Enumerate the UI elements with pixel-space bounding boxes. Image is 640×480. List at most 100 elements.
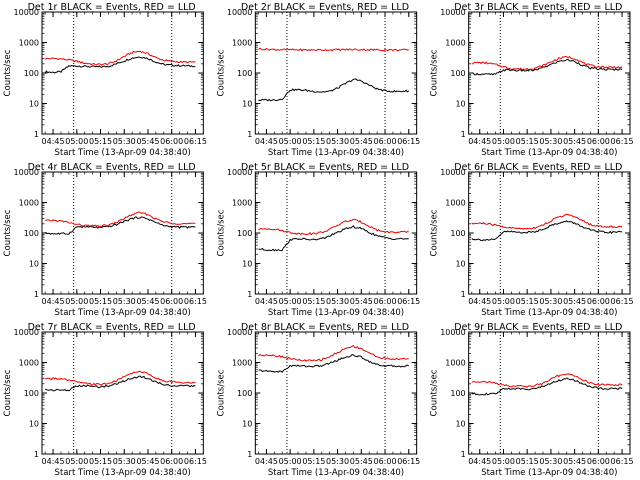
x-tick-label: 06:15 (397, 297, 420, 306)
detector-panel-2: Det 2r BLACK = Events, RED = LLD 1 10 100 10… (216, 2, 420, 158)
x-tick-label: 06:00 (587, 297, 610, 306)
y-tick-label: 10 (242, 100, 252, 109)
y-tick-label: 10 (29, 420, 39, 429)
y-axis-label: Counts/sec (3, 49, 13, 96)
detector-panel-9: Det 9r BLACK = Events, RED = LLD 1 10 100 10… (430, 322, 634, 478)
x-tick-label: 05:00 (65, 457, 88, 466)
x-tick-label: 05:15 (89, 137, 112, 146)
y-tick-label: 1 (34, 290, 39, 299)
series-events-line (44, 216, 196, 235)
x-tick-label: 06:15 (611, 137, 634, 146)
y-tick-label: 10 (242, 420, 252, 429)
series-lld-line (258, 344, 409, 363)
x-tick-label: 05:45 (563, 457, 586, 466)
x-tick-label: 06:00 (160, 137, 183, 146)
y-axis-label: Counts/sec (430, 49, 440, 96)
series-lld-line (258, 47, 409, 52)
y-tick-label: 100 (237, 229, 252, 238)
panel-title: Det 9r BLACK = Events, RED = LLD (454, 322, 622, 333)
x-tick-label: 05:00 (492, 457, 515, 466)
series-events-line (258, 225, 409, 252)
series-events-line (471, 220, 623, 242)
y-tick-label: 10 (455, 100, 465, 109)
series-events-line (44, 375, 196, 392)
x-tick-label: 05:15 (89, 457, 112, 466)
x-tick-label: 06:00 (587, 137, 610, 146)
y-tick-label: 1000 (232, 199, 252, 208)
panel-title: Det 6r BLACK = Events, RED = LLD (454, 162, 622, 173)
detector-panel-6: Det 6r BLACK = Events, RED = LLD 1 10 100 10… (430, 162, 634, 318)
plot-frame (468, 11, 631, 135)
series-lld-line (471, 373, 623, 388)
y-tick-label: 1000 (232, 359, 252, 368)
x-tick-label: 05:00 (279, 297, 302, 306)
x-tick-label: 05:00 (65, 137, 88, 146)
panel-title: Det 5r BLACK = Events, RED = LLD (241, 162, 409, 173)
x-tick-label: 04:45 (468, 137, 491, 146)
x-tick-label: 04:45 (42, 297, 65, 306)
series-lld-line (44, 370, 196, 386)
y-tick-label: 100 (450, 69, 465, 78)
x-tick-label: 05:15 (516, 137, 539, 146)
x-tick-label: 05:30 (539, 137, 562, 146)
x-tick-label: 06:15 (184, 137, 207, 146)
y-tick-label: 1000 (19, 359, 39, 368)
x-tick-label: 05:30 (326, 297, 349, 306)
y-tick-label: 1 (247, 450, 252, 459)
y-tick-label: 10000 (440, 328, 465, 337)
x-tick-label: 06:15 (611, 457, 634, 466)
x-axis-label: Start Time (13-Apr-09 04:38:40) (268, 308, 404, 318)
y-tick-label: 1 (247, 130, 252, 139)
y-tick-label: 100 (24, 69, 39, 78)
x-tick-label: 06:15 (184, 297, 207, 306)
x-tick-label: 05:30 (113, 297, 136, 306)
detector-panel-7: Det 7r BLACK = Events, RED = LLD 1 10 100 10… (3, 322, 207, 478)
x-tick-label: 05:45 (563, 137, 586, 146)
y-tick-label: 100 (237, 389, 252, 398)
x-tick-label: 05:00 (492, 297, 515, 306)
x-tick-label: 04:45 (255, 137, 278, 146)
x-tick-label: 05:15 (516, 457, 539, 466)
panel-title: Det 4r BLACK = Events, RED = LLD (28, 162, 196, 173)
y-axis-label: Counts/sec (3, 209, 13, 256)
y-tick-label: 100 (24, 229, 39, 238)
x-axis-label: Start Time (13-Apr-09 04:38:40) (55, 308, 191, 318)
x-tick-label: 05:45 (350, 297, 373, 306)
x-axis-label: Start Time (13-Apr-09 04:38:40) (55, 148, 191, 158)
x-tick-label: 05:30 (326, 137, 349, 146)
plot-frame (41, 171, 204, 295)
x-tick-label: 05:30 (539, 297, 562, 306)
detector-panel-1: Det 1r BLACK = Events, RED = LLD 1 10 100 10… (3, 2, 207, 158)
series-lld-line (45, 211, 196, 228)
panel-title: Det 3r BLACK = Events, RED = LLD (454, 2, 622, 13)
x-tick-label: 04:45 (42, 137, 65, 146)
x-tick-label: 06:15 (397, 137, 420, 146)
y-tick-label: 1 (461, 450, 466, 459)
x-tick-label: 05:00 (279, 137, 302, 146)
series-lld-line (471, 55, 623, 71)
y-tick-label: 10000 (440, 8, 465, 17)
series-lld-line (258, 218, 409, 236)
panel-title: Det 2r BLACK = Events, RED = LLD (241, 2, 409, 13)
y-tick-label: 1000 (445, 39, 465, 48)
y-axis-label: Counts/sec (216, 369, 226, 416)
x-tick-label: 05:30 (326, 457, 349, 466)
x-axis-label: Start Time (13-Apr-09 04:38:40) (481, 308, 617, 318)
y-tick-label: 100 (24, 389, 39, 398)
series-events-line (258, 354, 410, 373)
y-tick-label: 1 (461, 290, 466, 299)
x-tick-label: 05:00 (279, 457, 302, 466)
x-tick-label: 06:15 (611, 297, 634, 306)
detector-panel-3: Det 3r BLACK = Events, RED = LLD 1 10 100 10… (430, 2, 634, 158)
x-tick-label: 05:15 (302, 457, 325, 466)
x-tick-label: 05:00 (65, 297, 88, 306)
series-events-line (471, 58, 623, 76)
x-tick-label: 06:00 (373, 137, 396, 146)
series-lld-line (471, 213, 623, 230)
x-tick-label: 06:15 (184, 457, 207, 466)
y-tick-label: 10000 (227, 168, 252, 177)
x-axis-label: Start Time (13-Apr-09 04:38:40) (268, 468, 404, 478)
plot-frame (254, 331, 418, 455)
y-tick-label: 100 (237, 69, 252, 78)
